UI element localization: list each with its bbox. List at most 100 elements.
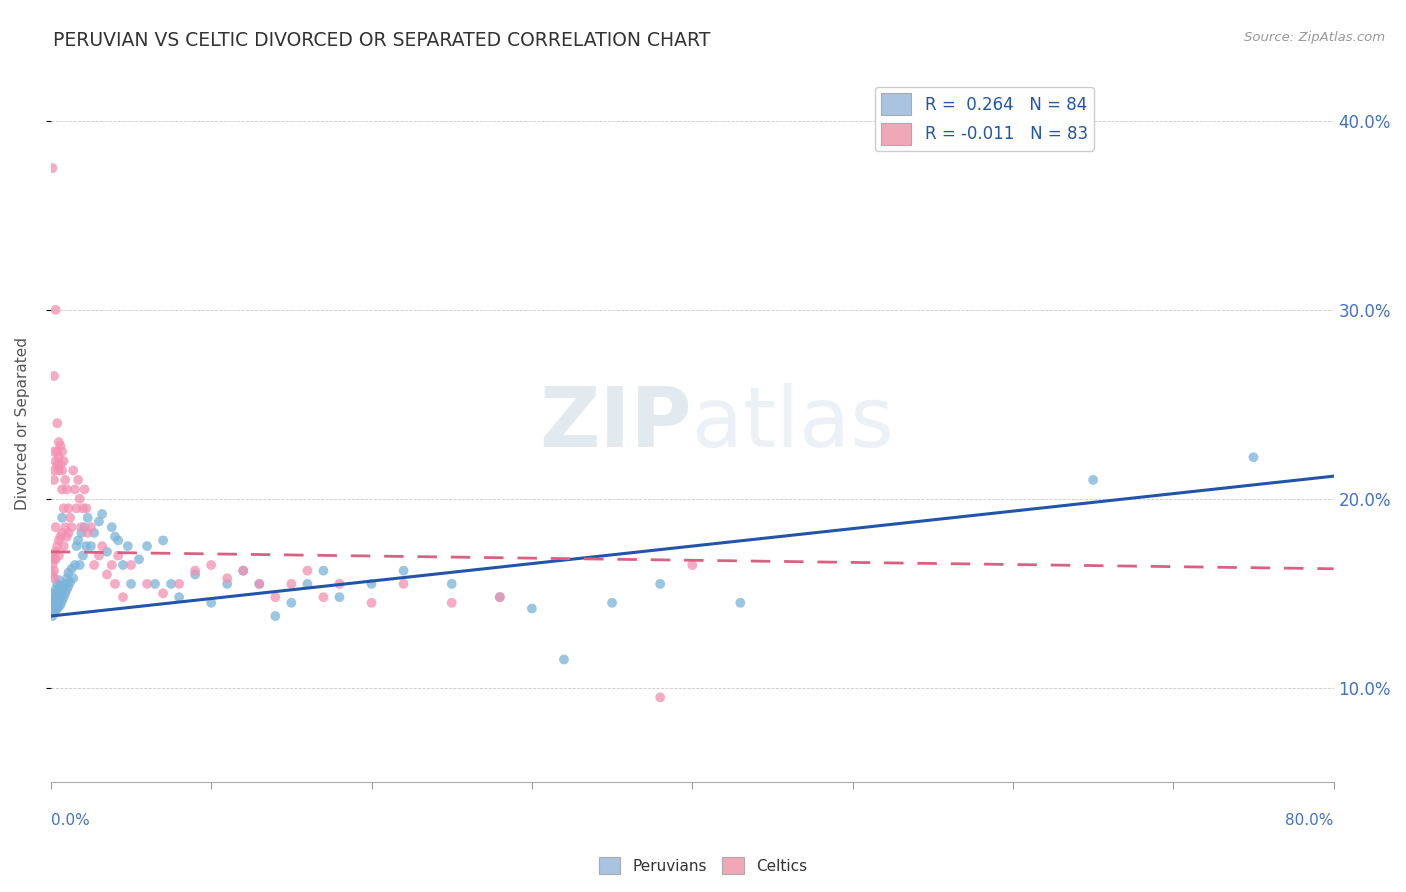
Point — [297, 577, 319, 591]
Point — [59, 574, 82, 589]
Point — [60, 520, 83, 534]
Point — [83, 525, 105, 540]
Point — [650, 690, 672, 705]
Point — [56, 582, 79, 597]
Point — [46, 416, 69, 430]
Point — [280, 577, 302, 591]
Point — [247, 577, 270, 591]
Point — [46, 539, 69, 553]
Point — [42, 444, 65, 458]
Point — [41, 609, 63, 624]
Point — [63, 483, 86, 497]
Point — [65, 501, 87, 516]
Point — [45, 603, 67, 617]
Point — [48, 549, 70, 563]
Point — [41, 601, 63, 615]
Text: 80.0%: 80.0% — [1285, 813, 1334, 828]
Point — [69, 558, 91, 572]
Point — [75, 539, 97, 553]
Point — [45, 520, 67, 534]
Point — [58, 525, 80, 540]
Point — [360, 596, 382, 610]
Point — [107, 549, 129, 563]
Legend: R =  0.264   N = 84, R = -0.011   N = 83: R = 0.264 N = 84, R = -0.011 N = 83 — [875, 87, 1094, 152]
Point — [46, 577, 69, 591]
Point — [53, 586, 76, 600]
Point — [70, 520, 93, 534]
Text: Source: ZipAtlas.com: Source: ZipAtlas.com — [1244, 31, 1385, 45]
Point — [600, 596, 623, 610]
Point — [51, 584, 73, 599]
Point — [46, 586, 69, 600]
Point — [75, 501, 97, 516]
Point — [328, 590, 350, 604]
Point — [312, 590, 335, 604]
Point — [45, 545, 67, 559]
Point — [553, 652, 575, 666]
Point — [520, 601, 543, 615]
Point — [42, 599, 65, 614]
Text: ZIP: ZIP — [540, 383, 692, 464]
Point — [51, 463, 73, 477]
Point — [65, 539, 87, 553]
Point — [650, 577, 672, 591]
Point — [49, 439, 72, 453]
Point — [160, 577, 183, 591]
Point — [45, 302, 67, 317]
Point — [440, 596, 463, 610]
Point — [96, 567, 118, 582]
Point — [488, 590, 510, 604]
Point — [72, 501, 94, 516]
Point — [96, 545, 118, 559]
Point — [100, 558, 122, 572]
Point — [48, 573, 70, 587]
Point — [48, 435, 70, 450]
Point — [104, 530, 127, 544]
Point — [52, 501, 75, 516]
Point — [440, 577, 463, 591]
Point — [48, 582, 70, 597]
Point — [42, 552, 65, 566]
Point — [51, 510, 73, 524]
Point — [63, 558, 86, 572]
Point — [69, 491, 91, 506]
Point — [328, 577, 350, 591]
Point — [42, 564, 65, 578]
Point — [45, 552, 67, 566]
Point — [52, 454, 75, 468]
Point — [53, 473, 76, 487]
Point — [100, 520, 122, 534]
Point — [52, 539, 75, 553]
Point — [46, 594, 69, 608]
Point — [232, 564, 254, 578]
Point — [297, 564, 319, 578]
Point — [52, 581, 75, 595]
Point — [143, 577, 166, 591]
Point — [58, 579, 80, 593]
Point — [70, 525, 93, 540]
Point — [80, 520, 103, 534]
Point — [76, 525, 98, 540]
Point — [49, 579, 72, 593]
Point — [107, 533, 129, 548]
Point — [1243, 450, 1265, 465]
Point — [51, 483, 73, 497]
Point — [45, 454, 67, 468]
Point — [42, 594, 65, 608]
Point — [45, 598, 67, 612]
Point — [56, 571, 79, 585]
Point — [104, 577, 127, 591]
Point — [49, 530, 72, 544]
Point — [111, 558, 134, 572]
Point — [264, 590, 287, 604]
Text: PERUVIAN VS CELTIC DIVORCED OR SEPARATED CORRELATION CHART: PERUVIAN VS CELTIC DIVORCED OR SEPARATED… — [53, 31, 711, 50]
Point — [48, 592, 70, 607]
Point — [152, 533, 174, 548]
Point — [41, 596, 63, 610]
Point — [264, 609, 287, 624]
Point — [48, 450, 70, 465]
Point — [48, 533, 70, 548]
Point — [72, 549, 94, 563]
Point — [184, 567, 207, 582]
Point — [312, 564, 335, 578]
